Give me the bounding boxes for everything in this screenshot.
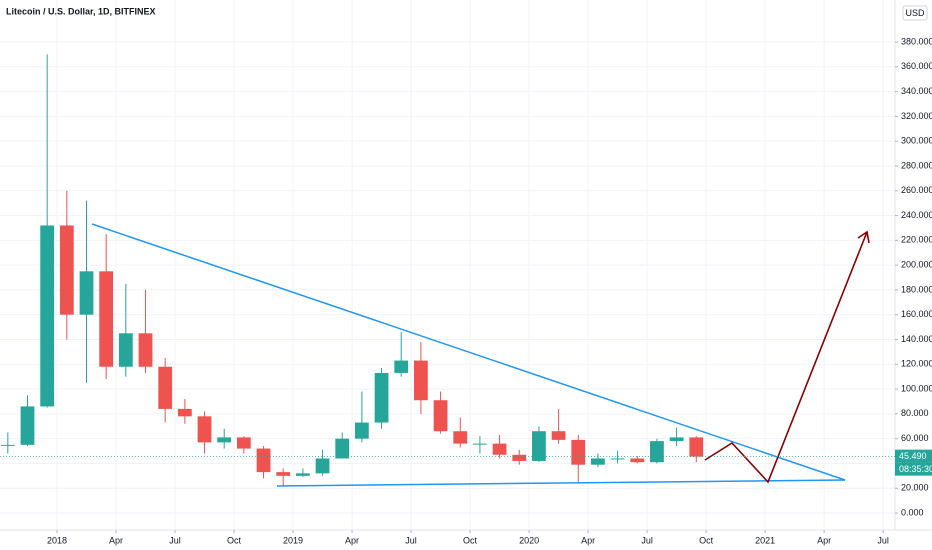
x-tick-label: Apr (817, 535, 831, 545)
x-tick-label: 2020 (519, 535, 539, 545)
x-tick-label: Jul (169, 535, 181, 545)
forecast-path (704, 231, 868, 484)
candle-body (650, 441, 664, 463)
x-tick-label: 2019 (283, 535, 303, 545)
candle-body (591, 458, 605, 465)
axes: 0.00020.00040.00060.00080.000100.000120.… (0, 36, 932, 545)
y-tick-label: 360.000 (901, 61, 932, 71)
candle-body (177, 408, 192, 417)
candle-body (197, 416, 212, 443)
grid (0, 0, 895, 530)
chart-title: Litecoin / U.S. Dollar, 1D, BITFINEX (6, 6, 156, 16)
candle-body (79, 271, 94, 315)
candle-body (295, 473, 310, 476)
y-tick-label: 280.000 (901, 160, 932, 170)
y-tick-label: 300.000 (901, 136, 932, 146)
y-tick-label: 260.000 (901, 185, 932, 195)
candle-body (355, 422, 369, 439)
y-tick-label: 240.000 (901, 210, 932, 220)
candle-body (118, 333, 133, 367)
candle-body (433, 400, 448, 432)
x-tick-label: Apr (109, 535, 123, 545)
x-tick-label: 2021 (755, 535, 775, 545)
candle-body (453, 431, 468, 444)
candle-body (138, 333, 153, 367)
candle-body (315, 458, 330, 474)
y-tick-label: 0.000 (901, 507, 924, 517)
currency-label: USD (905, 8, 925, 18)
candle-body (669, 437, 684, 442)
candles (0, 54, 704, 486)
candle-body (414, 360, 428, 401)
x-tick-label: Oct (699, 535, 714, 545)
candle-body (394, 360, 409, 373)
y-tick-label: 140.000 (901, 334, 932, 344)
candle-body (236, 437, 251, 449)
candle-body (59, 225, 74, 315)
x-tick-label: Apr (345, 535, 359, 545)
y-tick-label: 20.000 (901, 483, 929, 493)
candle-body (610, 458, 625, 460)
candle-body (0, 444, 15, 446)
candle-body (512, 454, 527, 461)
x-tick-label: Jul (877, 535, 889, 545)
y-tick-label: 100.000 (901, 383, 932, 393)
candle-body (571, 439, 586, 465)
candle-body (630, 458, 645, 463)
trend-line-upper (91, 223, 846, 481)
candle-body (551, 431, 566, 440)
candle-body (158, 366, 173, 409)
candle-body (532, 431, 546, 461)
currency-badge[interactable] (902, 5, 928, 21)
y-tick-label: 160.000 (901, 309, 932, 319)
candle-body (689, 437, 704, 457)
countdown-label: 08:35:30 (899, 464, 932, 474)
candle-body (374, 372, 389, 423)
y-tick-label: 220.000 (901, 235, 932, 245)
y-tick-label: 60.000 (901, 433, 929, 443)
countdown-badge (895, 462, 932, 476)
y-tick-label: 120.000 (901, 359, 932, 369)
price-axis (895, 0, 932, 530)
forecast-arrowhead (857, 230, 870, 244)
candle-body (40, 225, 55, 407)
x-tick-label: Oct (227, 535, 242, 545)
x-tick-label: Oct (463, 535, 478, 545)
y-tick-label: 80.000 (901, 408, 929, 418)
candle-body (99, 271, 114, 367)
x-tick-label: 2018 (47, 535, 67, 545)
candle-body (492, 443, 507, 455)
x-tick-label: Jul (641, 535, 653, 545)
last-price-label: 45.490 (899, 451, 927, 461)
trend-line-lower (276, 479, 846, 487)
x-tick-label: Jul (405, 535, 417, 545)
y-tick-label: 380.000 (901, 36, 932, 46)
last-price-badge (895, 449, 932, 463)
y-tick-label: 320.000 (901, 111, 932, 121)
y-tick-label: 200.000 (901, 259, 932, 269)
candle-body (256, 448, 271, 473)
candle-body (473, 443, 487, 445)
y-tick-label: 340.000 (901, 86, 932, 96)
candle-body (276, 472, 291, 476)
candle-body (217, 437, 232, 443)
y-tick-label: 180.000 (901, 284, 932, 294)
candle-body (335, 438, 350, 459)
x-tick-label: Apr (581, 535, 595, 545)
candle-body (20, 406, 35, 445)
